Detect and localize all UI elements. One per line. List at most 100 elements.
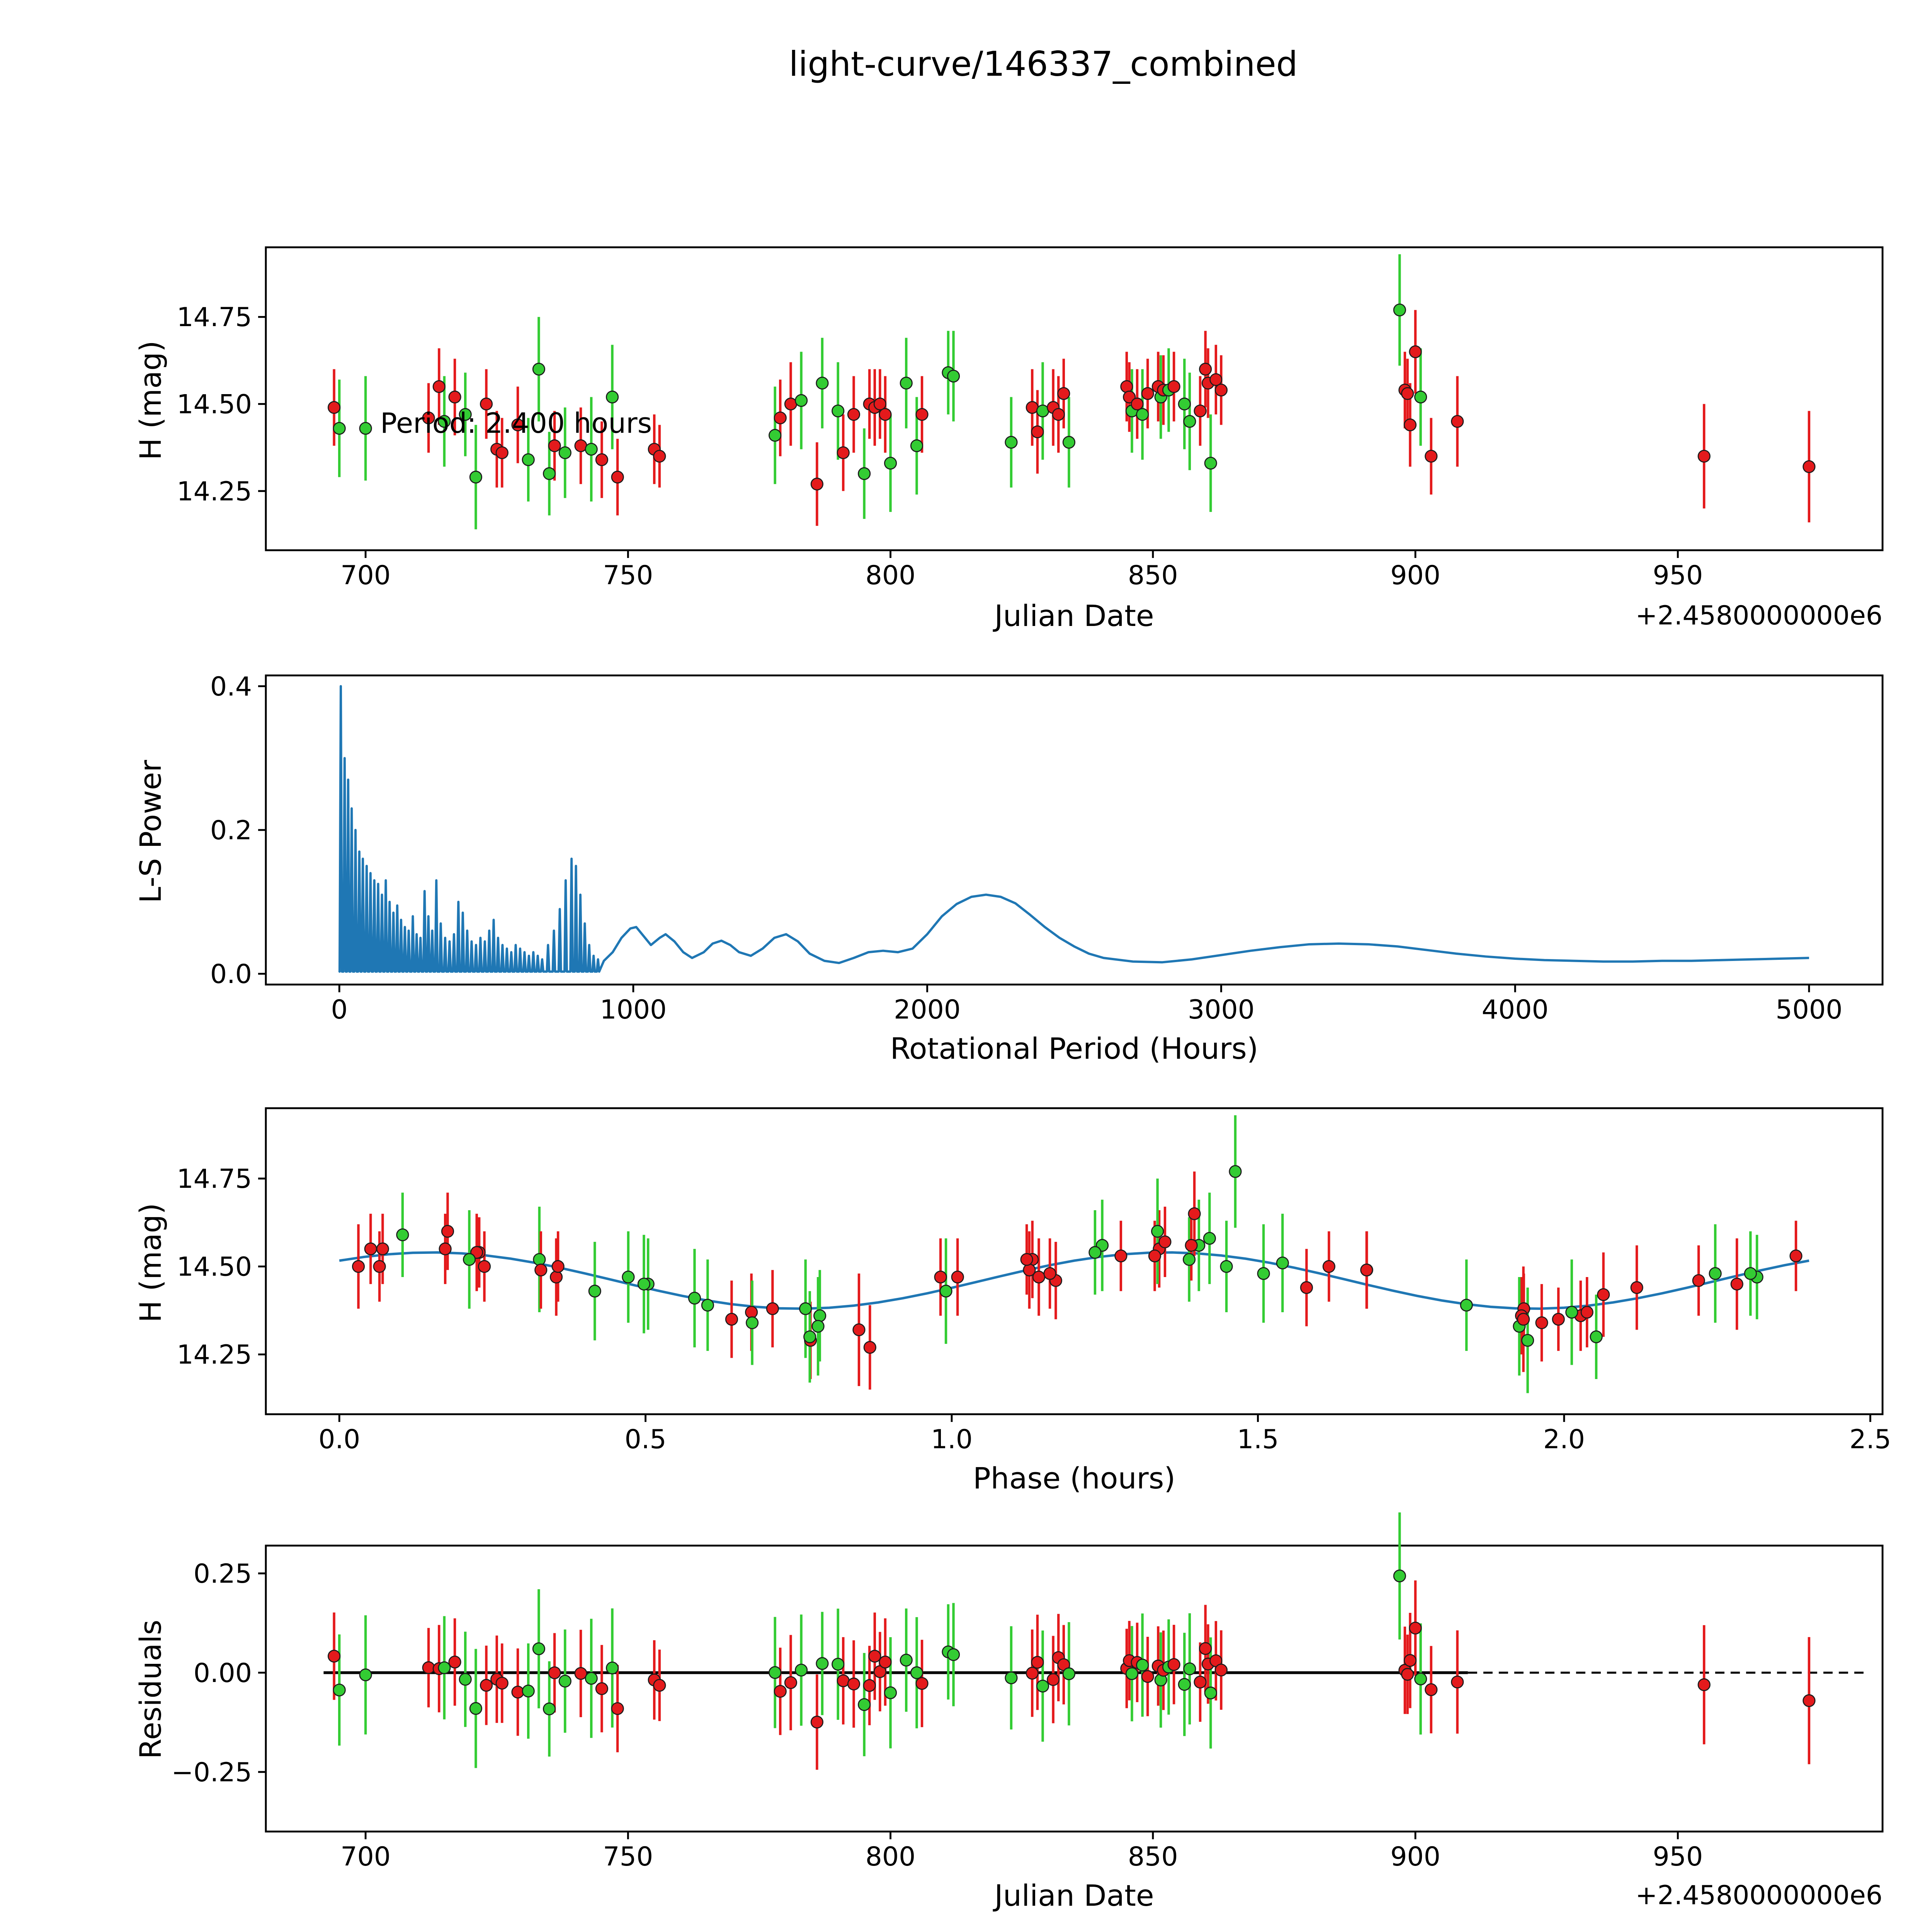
x-tick-label: 750 [603, 1842, 653, 1872]
data-point [1597, 1288, 1610, 1301]
data-point [463, 1253, 476, 1266]
data-point [1062, 1667, 1076, 1680]
data-point [1031, 1656, 1044, 1669]
data-point [769, 1666, 782, 1679]
data-point [1167, 1658, 1180, 1671]
data-point [837, 446, 850, 459]
data-point [1403, 1654, 1417, 1667]
periodogram-y-axis-label: L-S Power [134, 760, 168, 903]
data-point [910, 439, 923, 452]
data-point [1590, 1330, 1603, 1344]
data-point [1257, 1267, 1270, 1280]
data-point [1803, 460, 1816, 473]
data-point [1565, 1306, 1578, 1319]
data-point [868, 1650, 881, 1663]
data-point [1803, 1694, 1816, 1707]
data-point [605, 390, 619, 404]
residuals-x-axis-label: Julian Date [994, 1879, 1154, 1913]
panel-border [265, 1107, 1884, 1415]
data-point [548, 439, 561, 452]
data-point [784, 1676, 798, 1689]
x-tick-label: 2000 [894, 995, 961, 1025]
y-tick-label: −0.25 [172, 1757, 252, 1788]
x-tick-label: 2.5 [1849, 1424, 1891, 1455]
x-tick-label: 1.5 [1237, 1424, 1279, 1455]
data-point [879, 1655, 892, 1668]
data-point [837, 1674, 850, 1687]
data-point [947, 369, 960, 383]
data-point [1414, 390, 1427, 404]
data-point [1057, 387, 1070, 400]
data-point [522, 453, 535, 466]
data-point [1730, 1277, 1743, 1291]
data-point [376, 1242, 389, 1255]
data-point [595, 1682, 609, 1695]
x-tick-label: 4000 [1482, 995, 1549, 1025]
periodogram-line [338, 685, 1809, 973]
data-point [532, 1642, 545, 1655]
data-point [1460, 1299, 1473, 1312]
data-point [1401, 1668, 1414, 1681]
data-point [543, 1702, 556, 1716]
data-point [333, 422, 346, 435]
data-point [816, 376, 829, 390]
data-point [1692, 1274, 1705, 1287]
data-point [1203, 1232, 1216, 1245]
data-point [1141, 387, 1154, 400]
data-point [795, 394, 808, 407]
data-point [352, 1260, 365, 1273]
x-tick-label: 700 [340, 560, 391, 591]
x-tick-label: 800 [866, 560, 916, 591]
data-point [459, 1673, 472, 1686]
data-point [373, 1260, 386, 1273]
data-point [1088, 1246, 1102, 1259]
data-point [1517, 1313, 1530, 1326]
data-point [1047, 1673, 1060, 1686]
data-point [1023, 1264, 1036, 1277]
data-point [637, 1277, 651, 1291]
data-point [774, 1685, 787, 1698]
data-point [832, 404, 845, 418]
data-point [745, 1306, 758, 1319]
data-point [858, 467, 871, 480]
data-point [441, 1225, 454, 1238]
data-point [533, 1253, 546, 1266]
data-point [1709, 1267, 1722, 1280]
data-point [1409, 1621, 1422, 1635]
data-point [858, 1698, 871, 1711]
data-point [847, 1677, 861, 1690]
x-tick-label: 750 [603, 560, 653, 591]
x-tick-label: 950 [1653, 1842, 1703, 1872]
x-tick-label: 5000 [1776, 995, 1842, 1025]
data-point [1136, 408, 1149, 421]
data-point [1451, 1675, 1464, 1689]
data-point [1131, 397, 1144, 411]
data-point [327, 401, 341, 414]
data-point [1167, 380, 1180, 393]
data-point [1185, 1239, 1198, 1252]
data-point [1393, 1569, 1406, 1583]
data-point [774, 411, 787, 425]
data-point [1535, 1316, 1548, 1329]
data-point [1425, 450, 1438, 463]
data-point [947, 1648, 960, 1661]
data-point [1151, 1225, 1164, 1238]
data-point [359, 1668, 372, 1682]
data-point [688, 1291, 701, 1305]
data-point [1199, 1642, 1212, 1655]
panel-border [265, 674, 1884, 986]
data-point [1141, 1670, 1154, 1683]
x-tick-label: 1.0 [931, 1424, 973, 1455]
data-point [1744, 1267, 1757, 1280]
data-point [1229, 1165, 1242, 1178]
data-point [900, 1653, 913, 1667]
data-point [810, 1716, 823, 1729]
data-point [1026, 1667, 1039, 1680]
data-point [469, 1702, 482, 1715]
data-point [1214, 383, 1228, 397]
data-point [1552, 1313, 1565, 1326]
data-point [746, 1316, 759, 1329]
data-point [884, 457, 897, 470]
